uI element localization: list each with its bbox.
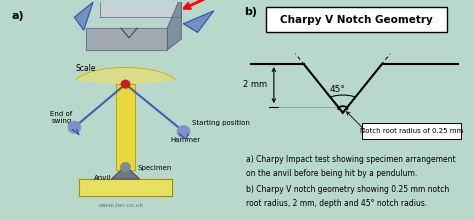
Polygon shape <box>167 0 181 50</box>
Polygon shape <box>183 11 214 32</box>
Circle shape <box>177 126 190 138</box>
Circle shape <box>121 80 130 88</box>
Polygon shape <box>76 68 175 84</box>
Text: a) Charpy Impact test showing specimen arrangement: a) Charpy Impact test showing specimen a… <box>246 155 456 164</box>
Text: Charpy V Notch Geometry: Charpy V Notch Geometry <box>280 15 433 25</box>
Text: Starting position: Starting position <box>191 120 250 126</box>
Text: Specimen: Specimen <box>137 165 172 171</box>
Polygon shape <box>74 2 93 30</box>
FancyBboxPatch shape <box>266 7 447 32</box>
Text: www.twi.co.uk: www.twi.co.uk <box>98 203 144 208</box>
Polygon shape <box>100 0 181 17</box>
Text: a): a) <box>12 11 24 21</box>
FancyBboxPatch shape <box>79 179 172 196</box>
Text: End of
swing: End of swing <box>50 111 72 124</box>
Polygon shape <box>111 170 139 179</box>
Polygon shape <box>116 84 135 170</box>
Polygon shape <box>86 28 167 50</box>
Text: b) Charpy V notch geometry showing 0.25 mm notch: b) Charpy V notch geometry showing 0.25 … <box>246 185 449 194</box>
Text: Hammer: Hammer <box>171 137 201 143</box>
Circle shape <box>68 121 81 133</box>
Text: on the anvil before being hit by a pendulum.: on the anvil before being hit by a pendu… <box>246 169 418 178</box>
Text: Notch root radius of 0.25 mm: Notch root radius of 0.25 mm <box>360 128 464 134</box>
Text: 2 mm: 2 mm <box>243 79 267 88</box>
Text: 45°: 45° <box>329 85 345 94</box>
Circle shape <box>120 162 131 172</box>
FancyBboxPatch shape <box>362 123 461 139</box>
Text: Scale: Scale <box>76 64 96 73</box>
Text: b): b) <box>244 7 257 17</box>
Text: root radius, 2 mm, depth and 45° notch radius.: root radius, 2 mm, depth and 45° notch r… <box>246 199 428 208</box>
Text: Anvil: Anvil <box>93 175 111 181</box>
